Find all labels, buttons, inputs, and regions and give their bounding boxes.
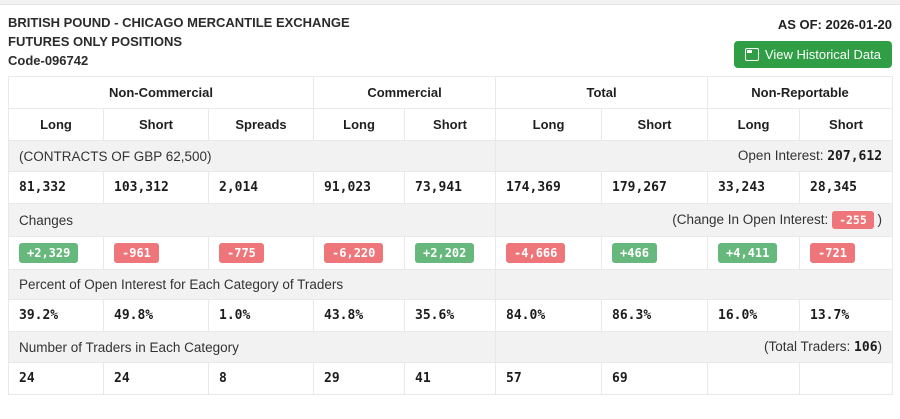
total-traders-suffix: ) [877, 339, 883, 354]
position-cell: 33,243 [707, 171, 801, 204]
change-badge: -775 [219, 243, 264, 263]
group-commercial: Commercial [313, 76, 497, 109]
col-header: Short [601, 108, 709, 141]
traders-cell: 57 [495, 362, 603, 395]
group-total: Total [495, 76, 709, 109]
change-cell: +4,411 [707, 236, 801, 270]
position-cell: 103,312 [103, 171, 209, 204]
col-header: Short [103, 108, 209, 141]
col-header: Long [707, 108, 801, 141]
subheader-row: Long Short Spreads Long Short Long Short… [8, 108, 894, 141]
report-header: BRITISH POUND - CHICAGO MERCANTILE EXCHA… [0, 5, 900, 76]
change-badge: -961 [114, 243, 159, 263]
change-oi-badge: -255 [832, 211, 874, 229]
change-oi-prefix: (Change In Open Interest: [672, 212, 833, 227]
as-of-date: AS OF: 2026-01-20 [777, 17, 892, 32]
change-badge: +2,202 [415, 243, 475, 263]
percent-cell: 84.0% [495, 299, 603, 332]
change-badge: +2,329 [19, 243, 79, 263]
change-cell: +466 [601, 236, 709, 270]
change-badge: -4,666 [506, 243, 566, 263]
total-traders-value: 106 [854, 340, 878, 355]
change-open-interest-cell: (Change In Open Interest: -255 ) [495, 203, 894, 237]
percent-cell: 16.0% [707, 299, 801, 332]
change-cell: -4,666 [495, 236, 603, 270]
report-subtitle: FUTURES ONLY POSITIONS [8, 34, 183, 49]
col-header: Short [404, 108, 497, 141]
contracts-band-row: (CONTRACTS OF GBP 62,500) Open Interest:… [7, 140, 894, 172]
total-traders-cell: (Total Traders: 106) [495, 331, 894, 363]
percent-cell: 49.8% [103, 299, 209, 332]
col-header: Long [495, 108, 603, 141]
traders-band-row: Number of Traders in Each Category (Tota… [7, 331, 894, 363]
traders-cell: 69 [601, 362, 709, 395]
change-cell: -775 [207, 236, 315, 270]
change-cell: +2,202 [404, 236, 497, 270]
traders-label: Number of Traders in Each Category [7, 331, 497, 363]
percent-cell: 1.0% [207, 299, 315, 332]
change-badge: +4,411 [718, 243, 778, 263]
group-header-row: Non-Commercial Commercial Total Non-Repo… [7, 76, 894, 109]
position-cell: 174,369 [495, 171, 603, 204]
positions-row: 81,332 103,312 2,014 91,023 73,941 174,3… [8, 171, 894, 204]
view-historical-data-label: View Historical Data [764, 47, 881, 62]
col-header: Long [313, 108, 406, 141]
percents-row: 39.2% 49.8% 1.0% 43.8% 35.6% 84.0% 86.3%… [8, 299, 894, 332]
change-badge: -6,220 [324, 243, 384, 263]
report-titles: BRITISH POUND - CHICAGO MERCANTILE EXCHA… [8, 13, 350, 70]
traders-row: 24 24 8 29 41 57 69 [8, 362, 894, 395]
col-header: Spreads [207, 108, 315, 141]
changes-band-row: Changes (Change In Open Interest: -255 ) [7, 203, 894, 237]
position-cell: 28,345 [799, 171, 894, 204]
traders-cell: 29 [313, 362, 406, 395]
cot-report-table: Non-Commercial Commercial Total Non-Repo… [7, 76, 894, 395]
position-cell: 2,014 [207, 171, 315, 204]
open-interest-label: Open Interest: [737, 148, 828, 163]
percent-cell: 43.8% [313, 299, 406, 332]
changes-label: Changes [7, 203, 497, 237]
change-badge: -721 [810, 243, 855, 263]
traders-cell: 24 [8, 362, 104, 395]
total-traders-prefix: (Total Traders: [764, 339, 855, 354]
percent-cell: 86.3% [601, 299, 709, 332]
traders-cell [799, 362, 894, 395]
group-non-reportable: Non-Reportable [707, 76, 894, 109]
change-badge: +466 [612, 243, 657, 263]
change-cell: -961 [103, 236, 209, 270]
changes-row: +2,329 -961 -775 -6,220 +2,202 -4,666 +4… [8, 236, 894, 270]
percent-cell: 39.2% [8, 299, 104, 332]
report-title: BRITISH POUND - CHICAGO MERCANTILE EXCHA… [8, 15, 350, 30]
col-header: Long [8, 108, 104, 141]
percent-band-row: Percent of Open Interest for Each Catego… [7, 269, 894, 300]
position-cell: 73,941 [404, 171, 497, 204]
traders-cell: 24 [103, 362, 209, 395]
open-interest-cell: Open Interest: 207,612 [495, 140, 894, 172]
col-header: Short [799, 108, 894, 141]
change-cell: -6,220 [313, 236, 406, 270]
group-non-commercial: Non-Commercial [7, 76, 315, 109]
percent-cell: 13.7% [799, 299, 894, 332]
page-top-strip [0, 0, 900, 5]
open-interest-value: 207,612 [827, 149, 883, 164]
change-cell: -721 [799, 236, 894, 270]
calendar-icon [744, 48, 759, 61]
position-cell: 91,023 [313, 171, 406, 204]
percent-label: Percent of Open Interest for Each Catego… [7, 269, 497, 300]
percent-band-spacer [495, 269, 894, 300]
traders-cell: 8 [207, 362, 315, 395]
contracts-label: (CONTRACTS OF GBP 62,500) [7, 140, 497, 172]
report-code: Code-096742 [8, 53, 89, 68]
change-cell: +2,329 [8, 236, 104, 270]
position-cell: 179,267 [601, 171, 709, 204]
header-right: AS OF: 2026-01-20 View Historical Data [733, 13, 892, 68]
percent-cell: 35.6% [404, 299, 497, 332]
traders-cell: 41 [404, 362, 497, 395]
traders-cell [707, 362, 801, 395]
view-historical-data-button[interactable]: View Historical Data [733, 41, 892, 68]
change-oi-suffix: ) [873, 212, 883, 227]
position-cell: 81,332 [8, 171, 104, 204]
